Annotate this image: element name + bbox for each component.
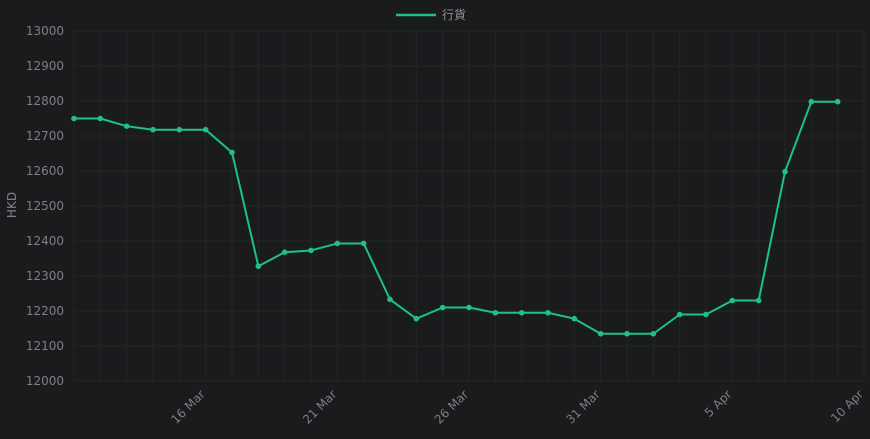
data-point[interactable]	[650, 330, 657, 337]
data-point[interactable]	[202, 126, 209, 133]
data-point[interactable]	[518, 309, 525, 316]
series-layer	[71, 98, 841, 337]
data-point[interactable]	[176, 126, 183, 133]
data-point[interactable]	[413, 315, 420, 322]
data-point[interactable]	[123, 123, 130, 129]
grid-layer	[73, 30, 865, 382]
data-point[interactable]	[676, 311, 683, 318]
data-point[interactable]	[492, 309, 499, 316]
y-tick-label: 12500	[26, 199, 64, 213]
y-tick-label: 12200	[26, 304, 64, 318]
y-tick-label: 13000	[26, 24, 64, 38]
data-point[interactable]	[71, 115, 77, 122]
y-axis-title: HKD	[5, 192, 19, 218]
data-point[interactable]	[308, 247, 314, 254]
data-point[interactable]	[624, 330, 630, 337]
x-tick-label: 10 Apr	[828, 387, 866, 425]
x-tick-label: 5 Apr	[702, 387, 735, 420]
data-point[interactable]	[597, 330, 604, 337]
data-point[interactable]	[281, 249, 288, 255]
data-point[interactable]	[755, 297, 762, 304]
x-axis: 16 Mar 21 Mar 26 Mar 31 Mar 5 Apr 10 Apr	[168, 387, 866, 426]
data-point[interactable]	[360, 240, 367, 247]
data-point[interactable]	[334, 240, 341, 247]
y-tick-label: 12400	[26, 234, 64, 248]
y-axis: 12000 12100 12200 12300 12400 12500 12600 12700…	[26, 24, 64, 388]
x-tick-label: 21 Mar	[300, 387, 339, 426]
y-tick-label: 12300	[26, 269, 64, 283]
data-point[interactable]	[571, 315, 578, 322]
data-point[interactable]	[834, 98, 841, 105]
y-tick-label: 12600	[26, 164, 64, 178]
data-point[interactable]	[703, 311, 709, 318]
data-point[interactable]	[150, 126, 156, 133]
data-point[interactable]	[387, 296, 393, 303]
x-tick-label: 16 Mar	[168, 387, 207, 426]
data-point[interactable]	[439, 304, 446, 311]
data-point[interactable]	[229, 149, 235, 156]
x-tick-label: 26 Mar	[432, 387, 471, 426]
series-line	[74, 100, 838, 335]
y-tick-label: 12100	[26, 339, 64, 353]
y-tick-label: 12800	[26, 94, 64, 108]
data-point[interactable]	[97, 115, 104, 122]
data-point[interactable]	[545, 309, 551, 316]
y-tick-label: 12700	[26, 129, 64, 143]
legend-label: 行貨	[442, 7, 466, 22]
y-tick-label: 12900	[26, 59, 64, 73]
y-tick-label: 12000	[26, 374, 64, 388]
legend[interactable]: 行貨	[396, 7, 466, 22]
x-tick-label: 31 Mar	[563, 387, 602, 426]
data-point[interactable]	[782, 168, 788, 175]
data-point[interactable]	[255, 263, 262, 270]
data-point[interactable]	[729, 297, 736, 304]
data-point[interactable]	[808, 98, 815, 105]
data-point[interactable]	[466, 304, 472, 311]
